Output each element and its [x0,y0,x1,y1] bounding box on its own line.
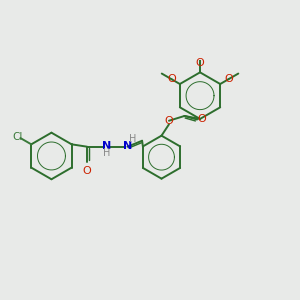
Text: O: O [83,166,92,176]
Text: O: O [197,114,206,124]
Text: O: O [224,74,233,84]
Text: O: O [167,74,176,84]
Text: Cl: Cl [13,132,23,142]
Text: H: H [129,134,136,144]
Text: N: N [102,141,112,151]
Text: N: N [123,141,132,151]
Text: H: H [103,148,111,158]
Text: O: O [196,58,204,68]
Text: O: O [165,116,173,126]
